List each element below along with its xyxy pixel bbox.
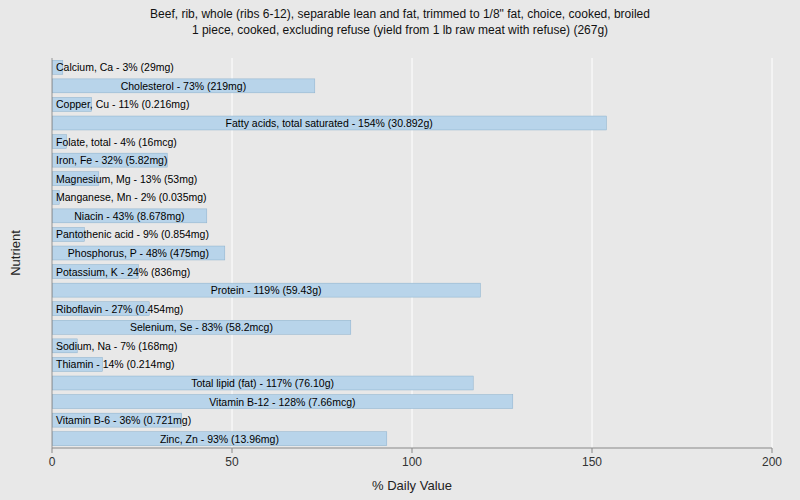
- bars: [52, 60, 606, 445]
- x-tick: [412, 448, 413, 453]
- bar-label: Total lipid (fat) - 117% (76.10g): [191, 377, 334, 389]
- title: Beef, rib, whole (ribs 6-12), separable …: [150, 7, 650, 37]
- bar: [52, 209, 207, 223]
- bar-label: Riboflavin - 27% (0.454mg): [56, 303, 183, 315]
- x-tick-label: 50: [225, 455, 239, 469]
- title-line: Beef, rib, whole (ribs 6-12), separable …: [150, 7, 650, 21]
- x-axis-label: % Daily Value: [372, 478, 452, 493]
- bar: [52, 432, 387, 446]
- bar-label: Pantothenic acid - 9% (0.854mg): [56, 228, 209, 240]
- x-tick-label: 100: [402, 455, 422, 469]
- axes: 0 50 100 150 200: [49, 58, 783, 469]
- grid-line: [52, 58, 53, 448]
- x-tick-label: 150: [582, 455, 602, 469]
- bar-label: Cholesterol - 73% (219mg): [121, 80, 246, 92]
- bar-label: Manganese, Mn - 2% (0.035mg): [56, 191, 207, 203]
- bar-label: Potassium, K - 24% (836mg): [56, 266, 190, 278]
- bar-label: Copper, Cu - 11% (0.216mg): [56, 98, 189, 110]
- bar: [52, 283, 480, 297]
- x-tick: [232, 448, 233, 453]
- title-line: 1 piece, cooked, excluding refuse (yield…: [192, 23, 608, 37]
- bar: [52, 320, 351, 334]
- bar-label: Sodium, Na - 7% (168mg): [56, 340, 177, 352]
- bar: [52, 116, 606, 130]
- bar: [52, 79, 315, 93]
- bar-label: Vitamin B-6 - 36% (0.721mg): [56, 414, 191, 426]
- x-tick-label: 200: [762, 455, 782, 469]
- bar-label: Protein - 119% (59.43g): [211, 284, 322, 296]
- bar-label: Selenium, Se - 83% (58.2mcg): [130, 321, 273, 333]
- bar-label: Folate, total - 4% (16mcg): [56, 136, 177, 148]
- bar: [52, 395, 513, 409]
- bar-label: Magnesium, Mg - 13% (53mg): [56, 173, 197, 185]
- x-tick: [52, 448, 53, 453]
- bar: [52, 153, 167, 167]
- bar-label: Niacin - 43% (8.678mg): [74, 210, 184, 222]
- x-tick: [592, 448, 593, 453]
- bar-label: Phosphorus, P - 48% (475mg): [68, 247, 209, 259]
- grid-line: [772, 58, 773, 448]
- y-axis-label: Nutrient: [8, 230, 23, 276]
- background: [0, 0, 800, 500]
- y-axis-line: [52, 58, 53, 448]
- bar-label: Iron, Fe - 32% (5.82mg): [56, 154, 167, 166]
- bar-labels: Calcium, Ca - 3% (29mg) Cholesterol - 73%…: [56, 61, 433, 444]
- bar-label: Fatty acids, total saturated - 154% (30.…: [226, 117, 433, 129]
- bar-label: Thiamin - 14% (0.214mg): [56, 358, 174, 370]
- bar: [52, 246, 225, 260]
- bar-label: Zinc, Zn - 93% (13.96mg): [160, 433, 279, 445]
- bar-label: Calcium, Ca - 3% (29mg): [56, 61, 174, 73]
- bar-label: Vitamin B-12 - 128% (7.66mcg): [209, 396, 355, 408]
- grid: [52, 58, 772, 448]
- bar: [52, 376, 473, 390]
- x-tick-label: 0: [49, 455, 56, 469]
- x-tick: [772, 448, 773, 453]
- chart: Calcium, Ca - 3% (29mg) Cholesterol - 73%…: [0, 0, 800, 500]
